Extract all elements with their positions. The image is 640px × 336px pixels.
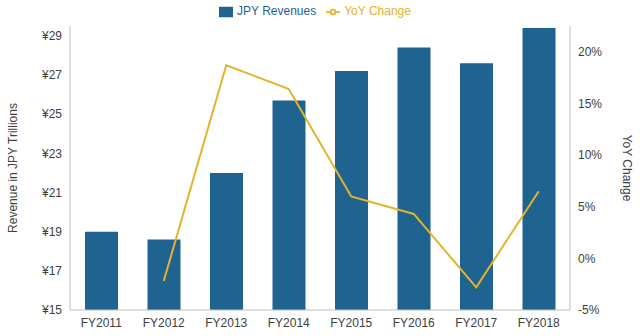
- svg-text:Revenue in JPY Trillions: Revenue in JPY Trillions: [8, 103, 20, 233]
- svg-text:FY2018: FY2018: [518, 316, 560, 330]
- svg-text:-5%: -5%: [578, 303, 600, 317]
- svg-text:FY2016: FY2016: [393, 316, 435, 330]
- svg-text:¥27: ¥27: [41, 68, 62, 82]
- svg-text:FY2012: FY2012: [143, 316, 185, 330]
- html-text:JPY Revenues: JPY Revenues: [237, 4, 317, 18]
- svg-text:¥25: ¥25: [41, 107, 62, 121]
- svg-text:¥23: ¥23: [41, 147, 62, 161]
- svg-text:¥29: ¥29: [41, 29, 62, 43]
- svg-text:FY2013: FY2013: [205, 316, 247, 330]
- svg-text:FY2011: FY2011: [81, 316, 122, 330]
- svg-text:20%: 20%: [578, 45, 602, 59]
- svg-text:¥17: ¥17: [41, 264, 62, 278]
- html-text:YoY Change: YoY Change: [344, 4, 411, 18]
- svg-text:¥15: ¥15: [41, 303, 62, 317]
- svg-text:YoY Change: YoY Change: [620, 135, 632, 202]
- svg-text:FY2015: FY2015: [330, 316, 372, 330]
- svg-text:5%: 5%: [578, 200, 596, 214]
- svg-text:15%: 15%: [578, 97, 602, 111]
- svg-text:¥19: ¥19: [41, 225, 62, 239]
- svg-text:FY2014: FY2014: [268, 316, 310, 330]
- svg-text:0%: 0%: [578, 252, 596, 266]
- svg-text:10%: 10%: [578, 148, 602, 162]
- svg-text:FY2017: FY2017: [455, 316, 497, 330]
- svg-text:¥21: ¥21: [41, 186, 62, 200]
